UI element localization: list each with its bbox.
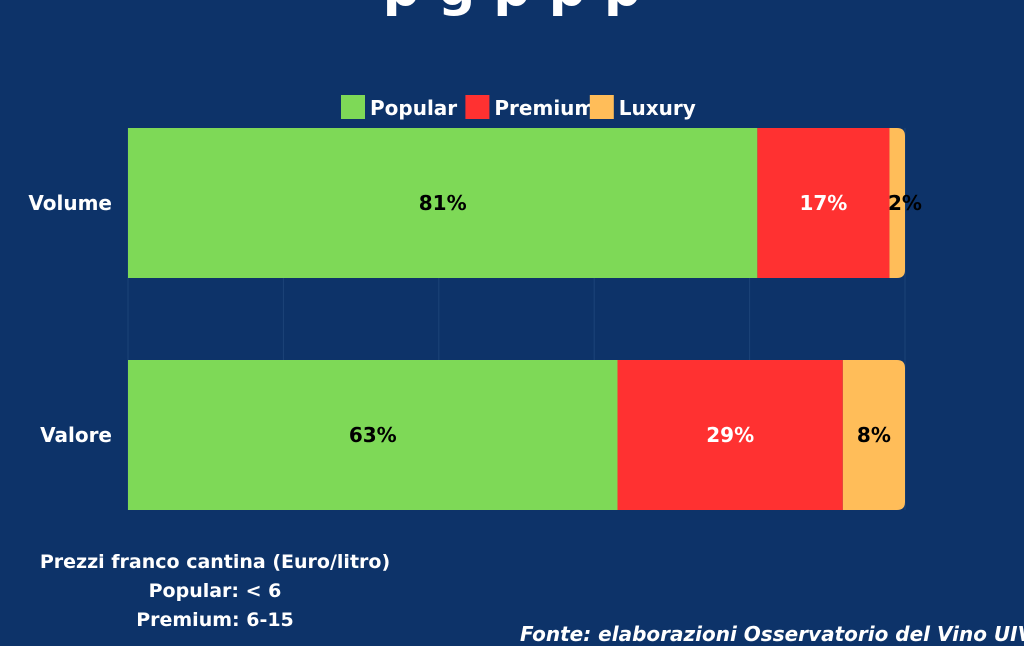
source-note: Fonte: elaborazioni Osservatorio del Vin…: [520, 622, 1024, 646]
bar-segment-popular: [128, 360, 618, 510]
footnote-popular-range: Popular: < 6: [148, 580, 282, 602]
legend-swatch: [465, 95, 490, 119]
category-label: Valore: [40, 423, 112, 447]
data-label: 8%: [857, 423, 891, 447]
category-axis: Volume Valore: [28, 191, 112, 447]
page-title: p g p p p: [0, 0, 1024, 16]
footnote-heading: Prezzi franco cantina (Euro/litro): [39, 551, 391, 573]
legend-label: Luxury: [619, 96, 696, 120]
legend-label: Premium: [494, 96, 595, 120]
category-label: Volume: [28, 191, 112, 215]
stacked-bar-chart: 81% 17% 2% 63% 29% 8% Volume Valore Popular Pre…: [28, 95, 922, 510]
data-label: 81%: [419, 191, 467, 215]
footnote-premium-range: Premium: 6-15: [136, 609, 294, 631]
bar-segment-luxury: [889, 128, 905, 278]
price-footnote: Prezzi franco cantina (Euro/litro) Popul…: [20, 548, 410, 635]
legend-label: Popular: [370, 96, 457, 120]
data-label: 2%: [888, 191, 922, 215]
bar-segment-premium: [757, 128, 890, 278]
chart-legend: Popular Premium Luxury: [341, 95, 696, 120]
chart-bars: 81% 17% 2% 63% 29% 8%: [128, 128, 922, 510]
data-label: 29%: [706, 423, 754, 447]
legend-swatch: [341, 95, 365, 119]
bar-segment-popular: [128, 128, 758, 278]
data-label: 17%: [799, 191, 847, 215]
bar-segment-luxury: [842, 360, 905, 510]
bar-segment-premium: [617, 360, 843, 510]
legend-swatch: [589, 95, 614, 119]
data-label: 63%: [349, 423, 397, 447]
